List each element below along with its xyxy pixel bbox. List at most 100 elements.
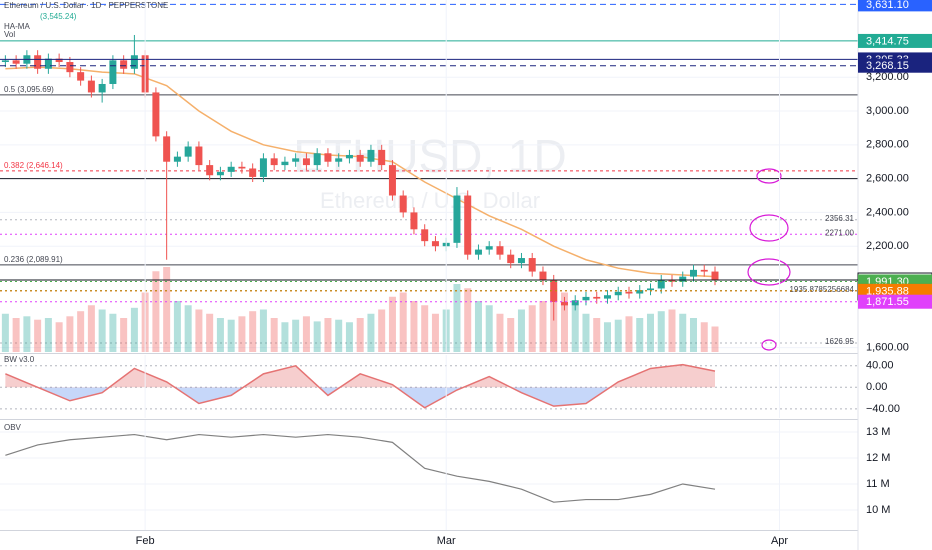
volume-bar: [302, 316, 310, 352]
volume-bar: [77, 311, 85, 352]
volume-bar: [431, 313, 439, 352]
volume-bar: [539, 301, 547, 352]
candle-body: [55, 58, 63, 63]
candle-body: [614, 291, 622, 296]
candle-body: [120, 60, 128, 69]
candle-body: [700, 269, 708, 272]
candle-body: [571, 300, 579, 306]
price-label-bg: [858, 283, 932, 298]
candle-body: [335, 158, 343, 162]
volume-bar: [87, 305, 95, 352]
fib-label: 0.5 (3,095.69): [4, 85, 54, 94]
volume-bar: [98, 309, 106, 352]
watermark-symbol: ETHUSD, 1D: [293, 130, 566, 182]
volume-bar: [689, 318, 697, 352]
y-tick-label: 0.00: [866, 381, 887, 393]
candle-body: [356, 154, 364, 162]
volume-bar: [195, 309, 203, 352]
y-tick-label: 40.00: [866, 360, 894, 372]
volume-bar: [206, 313, 214, 352]
volume-bar: [120, 318, 128, 352]
legend-title: Ethereum / U.S. Dollar · 1D · PEPPERSTON…: [4, 1, 168, 10]
bw-area-pos: [5, 364, 715, 388]
volume-bar: [528, 305, 536, 352]
volume-bar: [507, 318, 515, 352]
candle-body: [646, 288, 654, 291]
volume-bar: [345, 322, 353, 352]
candle-body: [421, 229, 429, 242]
price-label: 3,414.75: [866, 35, 909, 47]
annotation-label: 1626.95: [825, 337, 854, 346]
volume-bar: [163, 267, 171, 352]
volume-bar: [34, 319, 42, 352]
x-tick-label: Mar: [437, 535, 456, 547]
highlight-circle: [749, 214, 789, 242]
volume-bar: [216, 318, 224, 352]
y-tick-label: 1,600.00: [866, 342, 909, 354]
candle-body: [98, 83, 106, 93]
volume-bar: [259, 309, 267, 352]
candle-body: [195, 146, 203, 166]
volume-bar: [421, 305, 429, 352]
price-label: 1,871.55: [866, 296, 909, 308]
candle-body: [345, 154, 353, 159]
volume-bar: [281, 322, 289, 352]
main-pane: 0.5 (3,095.69) 0.382 (2,646.14) 0.236 (2,0…: [0, 3, 858, 352]
highlight-circle: [747, 258, 791, 286]
volume-bar: [44, 318, 52, 352]
candle-body: [431, 241, 439, 247]
y-tick-label: 2,400.00: [866, 206, 909, 218]
legend-indicator: HA-MA: [4, 22, 30, 31]
x-tick-label: Feb: [136, 535, 155, 547]
volume-bar: [378, 309, 386, 352]
candle-body: [539, 271, 547, 281]
price-label: 3,268.15: [866, 60, 909, 72]
volume-bar: [485, 305, 493, 352]
volume-bar: [109, 313, 117, 352]
volume-bar: [399, 292, 407, 352]
candle-body: [496, 246, 504, 255]
legend-indicator: Vol: [4, 30, 15, 39]
candle-body: [550, 280, 558, 302]
candle-body: [603, 295, 611, 299]
price-label-bg: [858, 0, 932, 12]
candle-body: [657, 280, 665, 289]
volume-bar: [152, 271, 160, 352]
candle-body: [313, 153, 321, 166]
candle-body: [238, 166, 246, 169]
candle-body: [130, 55, 138, 69]
obv-pane: [0, 431, 858, 511]
candle-body: [636, 290, 644, 294]
volume-bar: [593, 318, 601, 352]
candle-body: [582, 296, 590, 301]
price-label-bg: [858, 58, 932, 73]
pane-title: BW v3.0: [4, 355, 35, 364]
candle-body: [679, 276, 687, 282]
volume-bar: [603, 322, 611, 352]
candle-body: [528, 258, 536, 272]
watermark-name: Ethereum / U.S. Dollar: [320, 188, 540, 213]
price-label: 3,631.10: [866, 0, 909, 11]
volume-bar: [324, 318, 332, 352]
volume-bar: [227, 319, 235, 352]
y-tick-label: 12 M: [866, 452, 890, 464]
volume-bar: [1, 313, 9, 352]
highlight-circle: [761, 339, 777, 351]
candle-body: [711, 271, 719, 281]
candle-body: [87, 80, 95, 93]
volume-bar: [173, 301, 181, 352]
candle-body: [259, 158, 267, 177]
volume-bar: [410, 301, 418, 352]
volume-bar: [313, 321, 321, 352]
candle-body: [474, 249, 482, 255]
bw-pane: [0, 363, 858, 410]
pane-title: OBV: [4, 423, 22, 432]
volume-bar: [367, 313, 375, 352]
y-tick-label: 2,600.00: [866, 173, 909, 185]
volume-bar: [453, 284, 461, 352]
volume-bar: [12, 318, 20, 352]
volume-bar: [388, 296, 396, 352]
volume-bar: [636, 318, 644, 352]
volume-bar: [571, 305, 579, 352]
